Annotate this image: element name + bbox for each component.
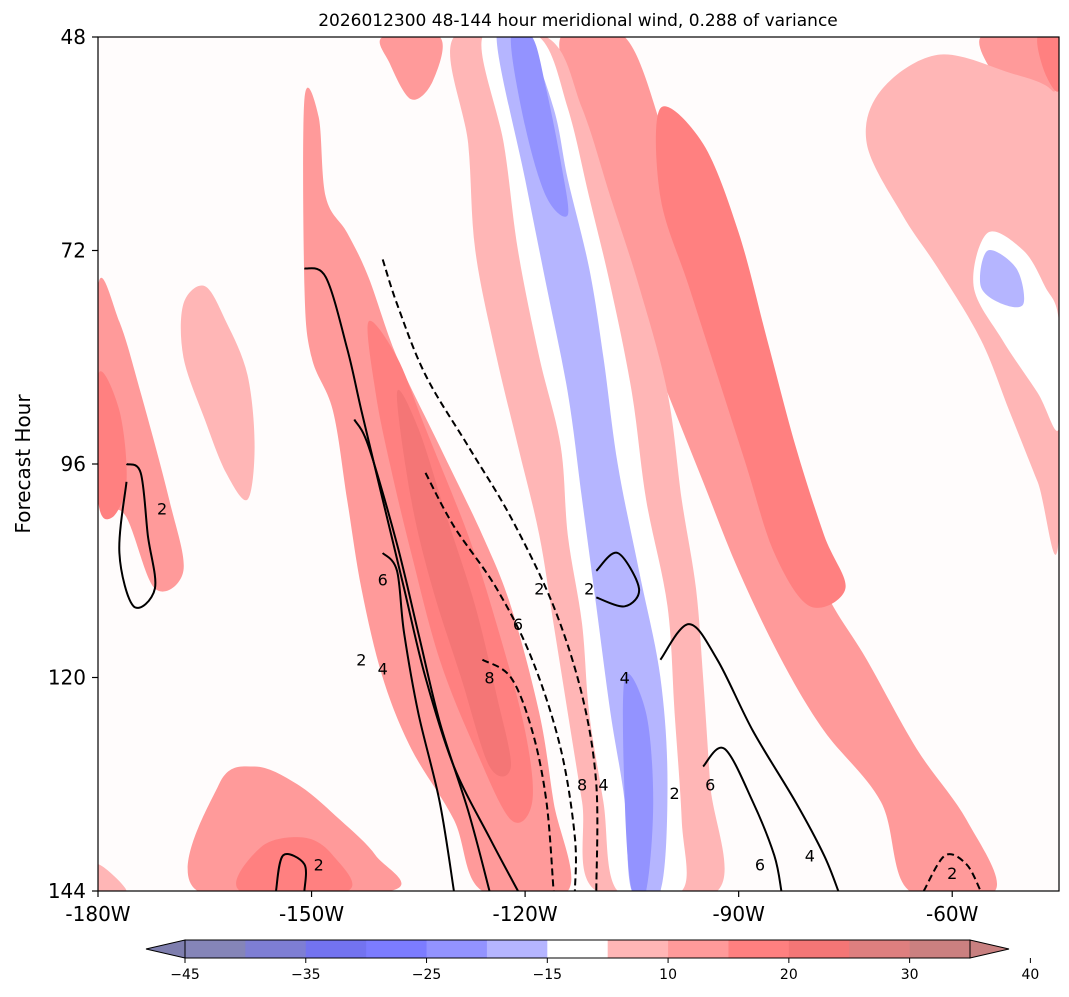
shaded-region-blue-far-right-deep (979, 250, 1025, 308)
shaded-field (98, 37, 1059, 891)
shaded-region-pink-bottom-left-mid (236, 837, 353, 891)
shaded-region-blue-far-right (865, 54, 1059, 555)
colorbar-frame (184, 939, 971, 959)
shaded-region-pink-central-core (396, 389, 512, 777)
shaded-region-pink-left-edge-mid (98, 371, 127, 520)
contour-label: 8 (484, 669, 494, 688)
x-tick-label: -180W (65, 902, 130, 926)
colorbar-swatch (788, 940, 850, 958)
contour-label: 4 (598, 775, 608, 794)
shaded-region-pink-bottom-left (187, 766, 402, 891)
contour-pos-contour-4-central (353, 418, 491, 891)
contour-label: 2 (157, 499, 167, 518)
contour-neg-contour-2 (381, 259, 599, 891)
colorbar-swatch (728, 940, 790, 958)
shaded-region-blue-core-lower (622, 673, 654, 891)
y-tick-label: 96 (61, 452, 86, 476)
contour-label: 2 (670, 784, 680, 803)
contour-label: 2 (314, 855, 324, 874)
colorbar-swatch (245, 940, 307, 958)
contour-label: 2 (584, 580, 594, 599)
shaded-region-pink-top-small (379, 37, 443, 100)
colorbar-swatch (607, 940, 669, 958)
shaded-region-pink-left-edge (98, 277, 184, 592)
shaded-region-blue-main-band-deep (496, 37, 668, 891)
colorbar-swatch (305, 940, 367, 958)
colorbar-swatch (668, 940, 729, 958)
x-tick-label: -150W (279, 902, 344, 926)
y-tick-label: 120 (48, 666, 86, 690)
contour-label: 2 (947, 864, 957, 883)
colorbar-swatch (185, 940, 246, 958)
x-tick-label: -90W (712, 902, 765, 926)
contour-neg-contour-6 (424, 472, 577, 891)
contour-pos-contour-2-bottom (275, 853, 307, 891)
colorbar-tick-label: 20 (780, 967, 798, 983)
shaded-region-blue-core (510, 37, 569, 217)
contour-label: 4 (805, 846, 815, 865)
y-tick-label: 48 (61, 25, 86, 49)
contour-label: 2 (356, 651, 366, 670)
y-axis-label: Forecast Hour (11, 394, 35, 534)
contour-label: 6 (513, 615, 523, 634)
shaded-region-pink-top-right-mid (1037, 37, 1059, 92)
contour-label: 8 (577, 775, 587, 794)
y-tick-label: 144 (48, 879, 86, 903)
colorbar-tick-label: −45 (170, 967, 200, 983)
y-tick-label: 72 (61, 239, 86, 263)
x-axis: -180W -150W -120W -90W -60W (65, 891, 979, 926)
x-tick-label: -120W (493, 902, 558, 926)
contour-label: 6 (705, 775, 715, 794)
colorbar-swatch (486, 940, 548, 958)
colorbar-tick-label: −15 (533, 967, 563, 983)
contour-label: 4 (378, 660, 388, 679)
colorbar-tick-label: 30 (901, 967, 919, 983)
colorbar-swatch (426, 940, 488, 958)
contour-pos-contour-2-east (595, 551, 641, 608)
shaded-region-blue-bottom-corner (98, 864, 127, 891)
colorbar-tick-label: −35 (291, 967, 321, 983)
contour-pos-contour-4-east (659, 623, 840, 891)
colorbar-over-extension (969, 939, 1010, 959)
shaded-region-blue-left-patch (180, 285, 255, 501)
contour-neg-contour-2-small (922, 853, 982, 891)
colorbar-tick-label: −25 (412, 967, 442, 983)
chart-title: 2026012300 48-144 hour meridional wind, … (318, 11, 838, 31)
contour-label: 6 (755, 855, 765, 874)
y-axis: 48 72 96 120 144 (48, 25, 98, 903)
contour-label: 2 (534, 580, 544, 599)
colorbar-swatch (909, 940, 971, 958)
shaded-region-pink-band-east-mid (655, 106, 846, 608)
contour-pos-contour-2-left (118, 463, 157, 609)
colorbar-tick-label: 10 (659, 967, 677, 983)
contour-lines (118, 259, 982, 891)
contour-neg-contour-8 (481, 658, 555, 891)
contour-pos-contour-2-central (304, 267, 519, 891)
colorbar-under-extension (145, 939, 186, 959)
x-tick-label: -60W (926, 902, 979, 926)
colorbar-tick-label: 40 (1021, 967, 1039, 983)
contour-label: 6 (378, 571, 388, 590)
contour-label: 4 (620, 669, 630, 688)
contour-pos-contour-6-east (702, 746, 783, 891)
colorbar: −45 −35 −25 −15 10 20 30 40 (145, 939, 1039, 983)
contour-pos-contour-6-central (381, 552, 455, 891)
colorbar-swatch (547, 940, 609, 958)
colorbar-swatch (849, 940, 911, 958)
colorbar-swatch (366, 940, 428, 958)
